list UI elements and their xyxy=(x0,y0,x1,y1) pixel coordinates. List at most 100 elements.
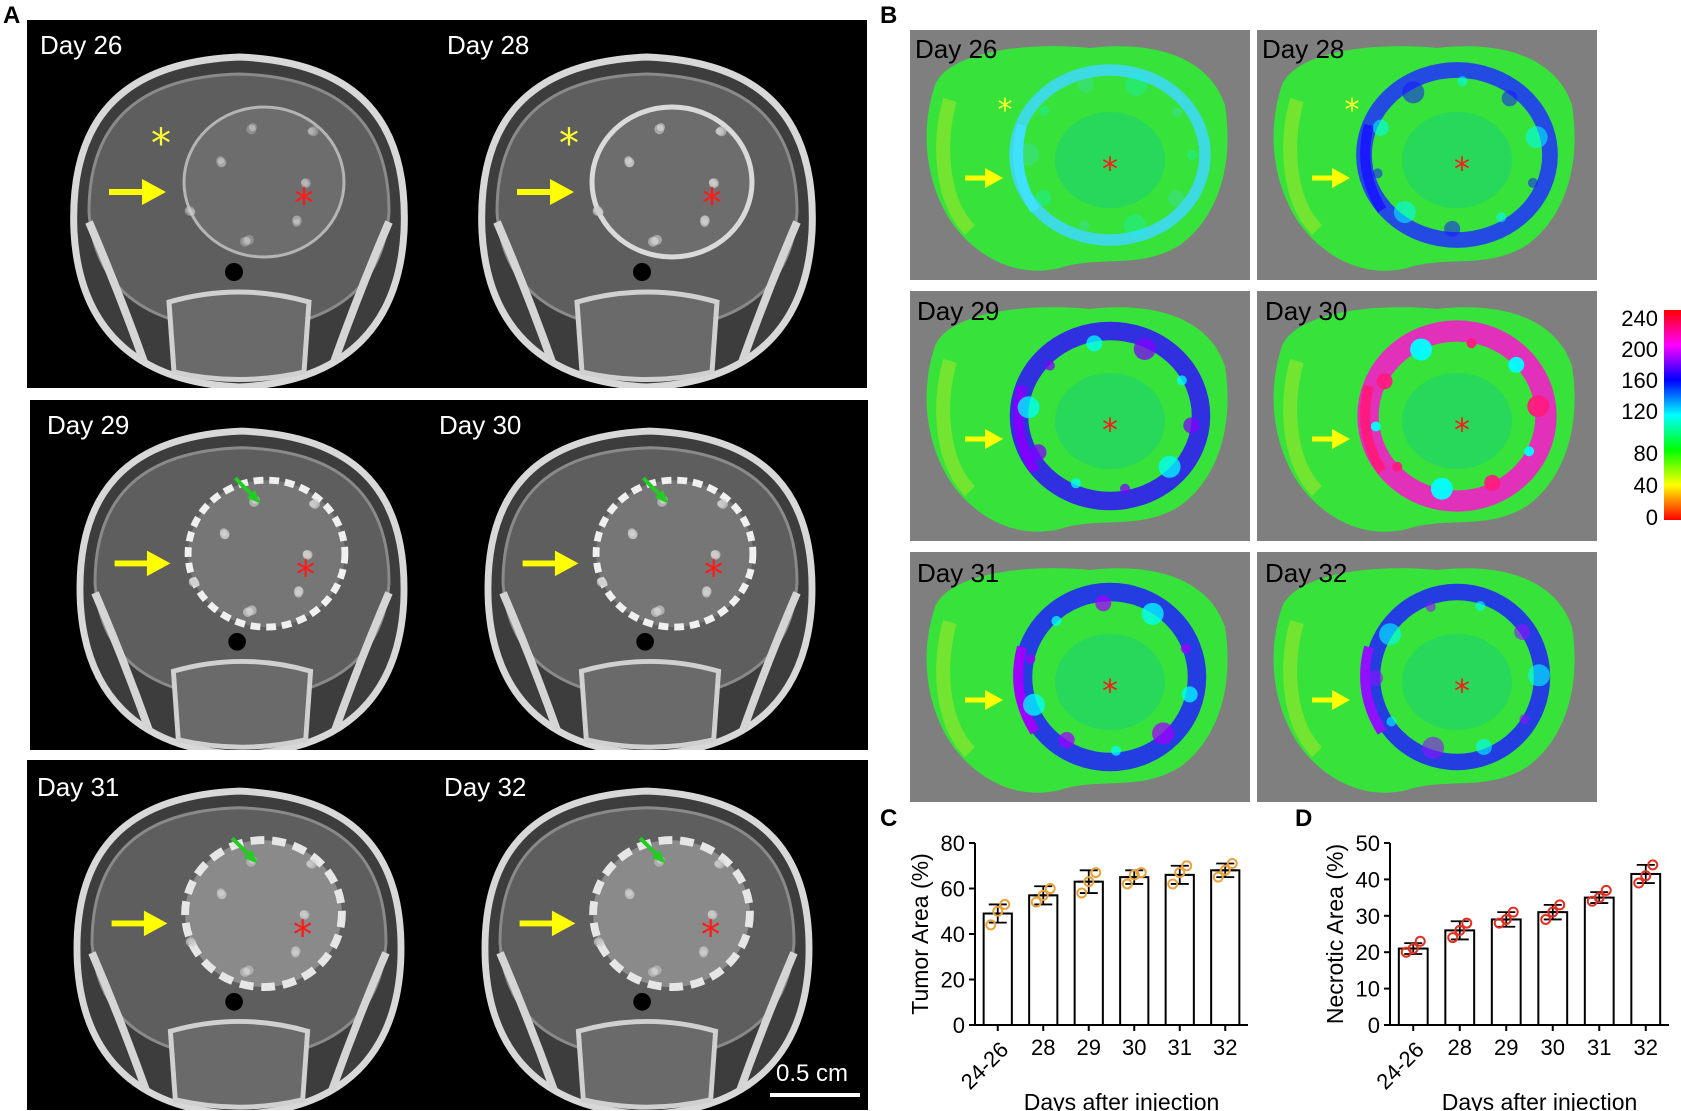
tissue-speckle xyxy=(718,499,728,509)
tissue-speckle xyxy=(187,207,196,216)
cheek-muscle-left xyxy=(88,951,150,1092)
x-tick-label: 24-26 xyxy=(956,1037,1013,1094)
mri-slice: * xyxy=(481,787,813,1110)
tissue-speckle xyxy=(291,949,300,958)
arrow-head xyxy=(143,910,168,937)
cheek-muscle-right xyxy=(328,951,390,1092)
mri-day-label: Day 28 xyxy=(447,30,530,60)
canal xyxy=(225,263,243,281)
rim-arrow xyxy=(109,179,166,205)
bar xyxy=(1444,929,1476,1026)
hotspot xyxy=(1519,714,1530,725)
hotspot xyxy=(1133,337,1156,360)
data-point xyxy=(1121,878,1133,890)
arrow-head xyxy=(1332,690,1350,710)
tumor-center-marker: * xyxy=(1102,150,1118,188)
arrow-head xyxy=(985,690,1003,710)
tissue-speckle xyxy=(597,578,604,585)
hotspot xyxy=(1168,190,1185,207)
panel-letter-d: D xyxy=(1295,805,1313,832)
map-day-label: Day 32 xyxy=(1265,558,1348,588)
y-tick-label: 20 xyxy=(941,968,965,993)
arrow-head xyxy=(654,489,669,504)
cheek-muscle-right xyxy=(331,591,393,732)
panel-letter-a: A xyxy=(3,2,21,29)
cortex-band xyxy=(1283,97,1323,235)
hotspot xyxy=(1367,670,1384,687)
arrow-shaft xyxy=(638,836,660,858)
tissue-speckle xyxy=(244,234,255,245)
tissue-speckle xyxy=(293,218,300,225)
tissue-speckle xyxy=(249,125,256,132)
tumor-region xyxy=(182,105,346,259)
map-tile-day26: * * xyxy=(910,30,1250,280)
necrosis-arrow xyxy=(641,476,669,504)
hotspot xyxy=(1051,615,1062,626)
data-point xyxy=(1219,864,1231,876)
data-point xyxy=(1030,896,1042,908)
data-point xyxy=(1454,924,1466,936)
data-point xyxy=(1640,870,1652,882)
bar xyxy=(1537,911,1569,1026)
tissue-speckle xyxy=(239,967,250,977)
mri-row-day31-32: * * xyxy=(27,760,868,1110)
tumor-center-marker: * xyxy=(1454,411,1470,449)
hotspot xyxy=(1120,483,1131,494)
tissue-speckle xyxy=(246,124,257,135)
tumor-core xyxy=(1055,112,1165,208)
hotspot xyxy=(1525,126,1548,149)
map-tile-day28: * * xyxy=(1257,30,1597,280)
tumor-core xyxy=(1402,373,1512,469)
scale-bar xyxy=(770,1093,860,1097)
rim-arrow xyxy=(965,429,1003,449)
data-point xyxy=(985,919,997,931)
tissue-speckle xyxy=(656,123,665,132)
tissue-speckle xyxy=(189,578,196,585)
hotspot xyxy=(1527,395,1550,418)
x-tick-label: 28 xyxy=(1448,1035,1472,1060)
bar xyxy=(982,912,1013,1026)
y-tick-label: 80 xyxy=(941,831,965,856)
hotspot xyxy=(1393,201,1416,224)
hotspot xyxy=(1370,421,1381,432)
canal xyxy=(633,992,651,1011)
tissue-speckle xyxy=(248,123,257,132)
colorbar-tick-label: 80 xyxy=(1633,441,1658,466)
y-tick-label: 60 xyxy=(941,877,965,902)
bar xyxy=(1028,894,1059,1026)
tumor-center-marker: * xyxy=(1454,150,1470,188)
tissue-speckle xyxy=(217,159,226,168)
hotspot xyxy=(1044,360,1055,371)
tissue-speckle xyxy=(294,589,303,598)
enhancing-edge xyxy=(1360,123,1387,213)
mri-slice: ** xyxy=(70,53,408,388)
tumor-core xyxy=(1402,112,1512,208)
arrow-head xyxy=(651,849,666,864)
tissue-speckle xyxy=(291,215,302,226)
mri-row-canvas: * * xyxy=(73,787,813,1110)
tumor-center-marker: * xyxy=(296,553,316,598)
tissue-speckle xyxy=(216,156,225,165)
enhancing-edge xyxy=(1013,645,1040,735)
y-tick-label: 40 xyxy=(941,922,965,947)
tumor-area-chart: 0 20 40 60 80 24-26 28 29 30 31 32 Days after injec… xyxy=(907,831,1248,1111)
rim-arrow xyxy=(1312,168,1350,188)
data-point xyxy=(1076,887,1088,899)
tissue-speckle xyxy=(216,157,227,168)
arrow-head xyxy=(243,849,258,864)
data-point xyxy=(1647,859,1659,871)
data-point xyxy=(1633,877,1645,889)
bar xyxy=(1073,880,1104,1026)
hotspot xyxy=(1501,90,1518,107)
mri-day-label: Day 31 xyxy=(37,772,120,802)
tissue-speckle xyxy=(307,859,317,869)
cortex-band xyxy=(936,358,976,496)
arrow-head xyxy=(1332,168,1350,188)
x-tick-label: 30 xyxy=(1541,1035,1565,1060)
canal xyxy=(633,263,651,281)
tumor-core xyxy=(1402,634,1512,730)
hotspot xyxy=(1475,601,1486,612)
hotspot xyxy=(1086,335,1103,352)
y-tick-label: 30 xyxy=(1356,904,1380,929)
tissue-speckle xyxy=(292,215,301,224)
